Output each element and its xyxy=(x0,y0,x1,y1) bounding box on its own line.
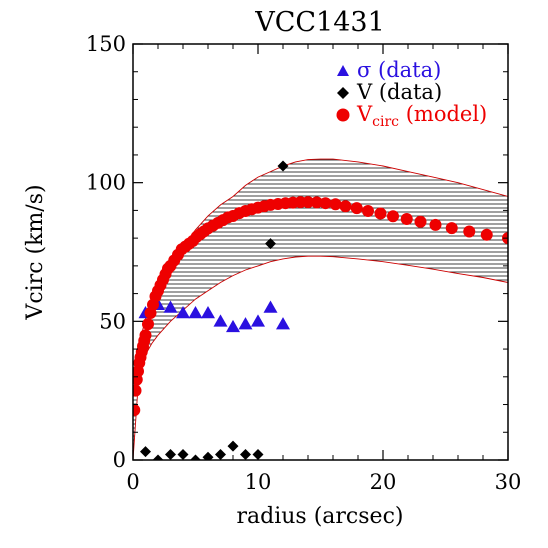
legend-label-vcirc: Vcirc (model) xyxy=(356,102,487,130)
vcirc-model-point xyxy=(142,318,154,331)
chart-title: VCC1431 xyxy=(254,7,385,38)
x-tick-label: 20 xyxy=(370,470,397,494)
vcirc-model-point xyxy=(362,204,374,217)
v-data-point xyxy=(140,446,151,458)
y-axis-label: Vcirc (km/s) xyxy=(23,184,48,320)
vcirc-model-point xyxy=(387,210,399,223)
vcirc-model-point xyxy=(139,329,152,342)
sigma-data-point xyxy=(176,306,190,319)
v-data-point xyxy=(215,448,226,460)
legend-circle-icon xyxy=(336,108,350,122)
sigma-data-point xyxy=(201,306,215,319)
v-data-point xyxy=(277,160,289,172)
vcirc-model-point xyxy=(480,228,493,241)
v-data-point xyxy=(190,454,201,460)
sigma-data-point xyxy=(238,317,253,330)
v-data-point xyxy=(227,440,239,452)
y-tick-label: 50 xyxy=(99,309,126,333)
v-data-point xyxy=(165,448,176,460)
vcirc-model-point xyxy=(374,207,387,220)
vcirc-model-point xyxy=(133,384,142,397)
legend-diamond-icon xyxy=(337,87,349,99)
y-tick-label: 100 xyxy=(86,171,126,195)
vcirc-model-point xyxy=(350,202,363,215)
legend: σ (data)V (data)Vcirc (model) xyxy=(336,58,487,130)
y-tick-label: 150 xyxy=(86,32,126,56)
vcirc-model-point xyxy=(302,196,314,209)
sigma-data-point xyxy=(251,314,265,327)
legend-label-v: V (data) xyxy=(356,80,442,104)
vcirc-model-point xyxy=(414,215,427,228)
band-lower-edge xyxy=(133,255,508,460)
v-data-point xyxy=(240,448,251,460)
v-data-point xyxy=(177,448,189,460)
vcirc-model-point xyxy=(463,225,476,238)
vcirc-model-point xyxy=(445,222,458,235)
sigma-data-point xyxy=(226,319,240,333)
sigma-data-point xyxy=(213,314,228,327)
x-tick-label: 10 xyxy=(245,470,272,494)
sigma-data-point xyxy=(188,306,203,319)
legend-triangle-icon xyxy=(337,65,349,76)
x-tick-label: 0 xyxy=(126,470,139,494)
vcirc-model-point xyxy=(339,200,352,213)
vcirc-model-point xyxy=(319,197,332,210)
x-tick-label: 30 xyxy=(495,470,522,494)
data-marks xyxy=(133,160,508,460)
v-data-point xyxy=(265,238,276,250)
vcirc-model-point xyxy=(400,212,413,225)
legend-label-sigma: σ (data) xyxy=(357,58,441,82)
vcirc-model-point xyxy=(133,404,141,417)
sigma-data-point xyxy=(276,317,290,330)
y-tick-label: 0 xyxy=(113,448,126,472)
vcirc-model-point xyxy=(329,198,342,211)
plot-frame xyxy=(132,43,509,461)
axis-ticks: 0 10 20 30 0 50 100 150 xyxy=(86,32,521,494)
x-axis-label: radius (arcsec) xyxy=(237,504,404,529)
vcirc-model-point xyxy=(429,218,442,231)
sigma-data-point xyxy=(163,300,178,313)
vcirc-model-point xyxy=(310,196,323,209)
sigma-data-point xyxy=(263,300,278,313)
